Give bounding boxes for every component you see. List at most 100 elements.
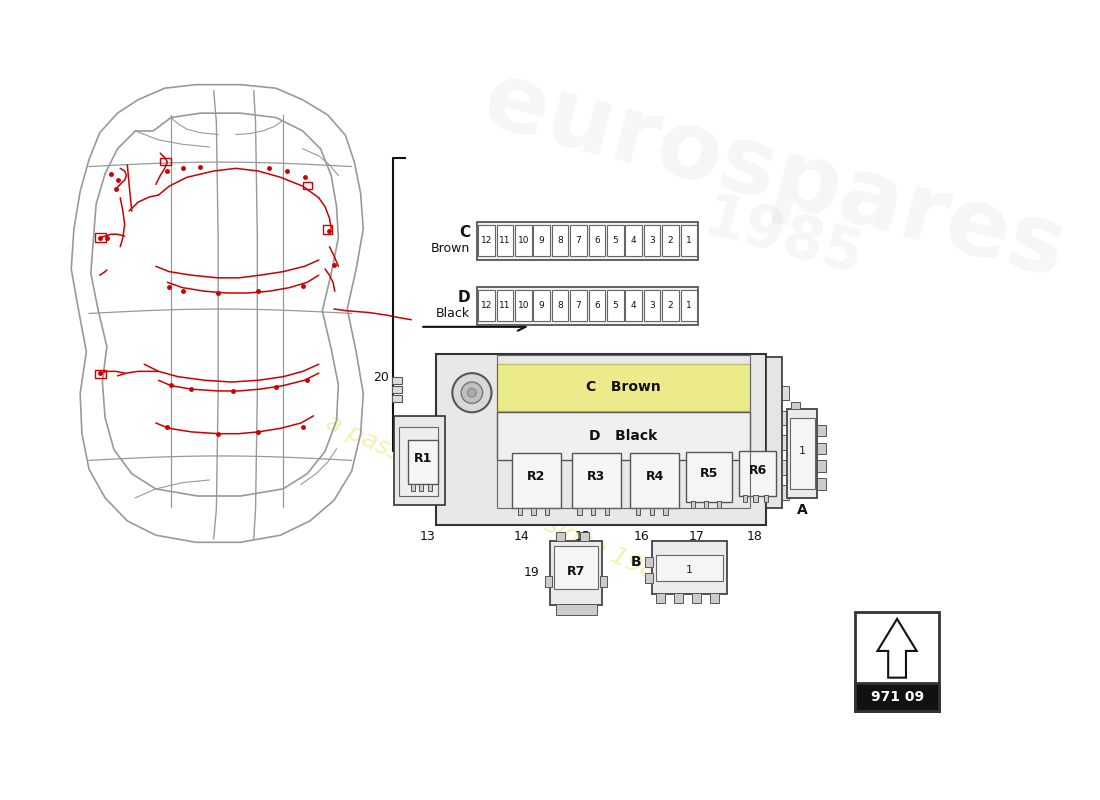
Bar	[674, 593, 683, 603]
Bar	[588, 226, 605, 257]
Bar	[739, 451, 777, 496]
Text: 2: 2	[668, 237, 673, 246]
Bar	[630, 454, 680, 509]
Bar	[496, 226, 514, 257]
Text: 971 09: 971 09	[870, 690, 924, 704]
Bar	[691, 502, 695, 509]
Bar	[645, 557, 652, 567]
Bar	[496, 290, 514, 322]
Bar	[515, 290, 531, 322]
Bar	[855, 612, 939, 711]
Bar	[790, 418, 815, 489]
Bar	[817, 442, 826, 454]
Text: 12: 12	[481, 302, 492, 310]
Circle shape	[461, 382, 483, 403]
Bar	[626, 226, 642, 257]
Bar	[782, 386, 789, 400]
Bar	[717, 502, 722, 509]
Bar	[636, 507, 640, 514]
Bar	[652, 541, 727, 594]
Bar	[626, 290, 642, 322]
Bar	[531, 507, 536, 514]
Text: 13: 13	[419, 530, 436, 543]
Bar	[855, 683, 939, 711]
Text: 1: 1	[686, 566, 693, 575]
Text: R7: R7	[566, 565, 585, 578]
Text: 12: 12	[481, 237, 492, 246]
Bar	[685, 452, 732, 502]
Bar	[557, 532, 565, 541]
Text: 4: 4	[631, 302, 637, 310]
Circle shape	[452, 373, 492, 412]
Bar	[570, 226, 586, 257]
Text: C   Brown: C Brown	[586, 380, 661, 394]
Bar	[605, 507, 609, 514]
Bar	[497, 355, 750, 509]
Bar	[588, 290, 605, 322]
Bar	[550, 541, 602, 605]
Bar	[817, 478, 826, 490]
Bar	[534, 226, 550, 257]
Bar	[96, 234, 106, 242]
Bar	[394, 416, 446, 505]
Text: 8: 8	[558, 302, 563, 310]
Text: 9: 9	[539, 302, 544, 310]
Bar	[657, 593, 665, 603]
Bar	[552, 226, 569, 257]
Bar	[578, 507, 582, 514]
Text: 18: 18	[747, 530, 763, 543]
Bar	[681, 290, 697, 322]
Bar	[607, 290, 624, 322]
Bar	[477, 286, 698, 325]
Text: C: C	[459, 226, 470, 240]
Bar	[704, 502, 708, 509]
Bar	[556, 604, 596, 615]
Bar	[662, 226, 679, 257]
Text: R2: R2	[527, 470, 546, 483]
Bar	[408, 440, 438, 485]
Text: 1985: 1985	[697, 190, 869, 286]
Text: B: B	[630, 555, 641, 569]
Text: 10: 10	[517, 237, 529, 246]
Text: R5: R5	[700, 467, 718, 480]
Text: 7: 7	[575, 237, 581, 246]
Bar	[782, 460, 789, 474]
Bar	[96, 370, 106, 378]
Text: R1: R1	[414, 452, 432, 465]
Bar	[517, 507, 522, 514]
Text: 14: 14	[514, 530, 529, 543]
Text: a passion for parts since 1985: a passion for parts since 1985	[322, 410, 675, 591]
Bar	[791, 402, 800, 409]
Text: 1: 1	[686, 302, 692, 310]
Text: 6: 6	[594, 302, 600, 310]
Text: 16: 16	[634, 530, 649, 543]
Circle shape	[468, 388, 476, 397]
Bar	[419, 483, 424, 490]
Bar	[644, 290, 660, 322]
Text: 10: 10	[517, 302, 529, 310]
Bar	[512, 454, 561, 509]
Text: 4: 4	[631, 237, 637, 246]
Text: 1: 1	[799, 446, 805, 457]
Bar	[392, 386, 403, 393]
Bar	[515, 226, 531, 257]
Bar	[478, 226, 495, 257]
Text: D   Black: D Black	[590, 430, 658, 443]
Bar	[553, 546, 598, 589]
Bar	[323, 226, 332, 234]
Bar	[437, 354, 766, 525]
Text: A: A	[796, 503, 807, 518]
Bar	[607, 226, 624, 257]
Text: 2: 2	[668, 302, 673, 310]
Text: 19: 19	[524, 566, 540, 579]
Bar	[782, 486, 789, 499]
Bar	[552, 290, 569, 322]
Bar	[544, 507, 549, 514]
Bar	[534, 290, 550, 322]
Bar	[766, 357, 782, 509]
Text: 1: 1	[686, 237, 692, 246]
Bar	[572, 454, 620, 509]
Bar	[570, 290, 586, 322]
Bar	[392, 394, 403, 402]
Text: D: D	[458, 290, 470, 306]
